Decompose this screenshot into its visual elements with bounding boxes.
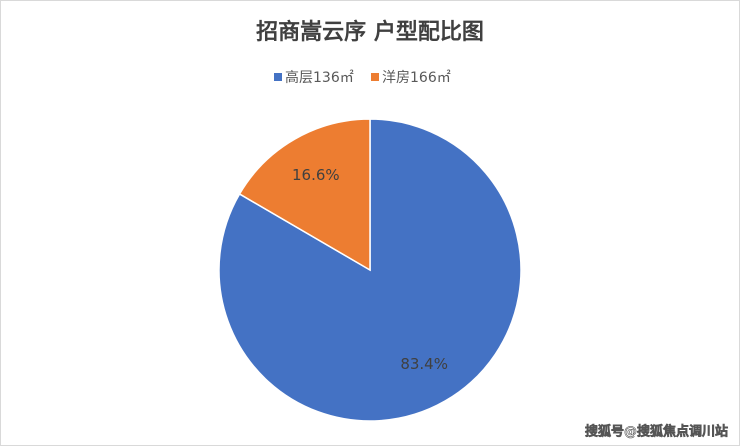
- data-label: 16.6%: [292, 166, 340, 184]
- chart-title: 招商嵩云序 户型配比图: [256, 19, 484, 45]
- legend-swatch: [371, 73, 379, 81]
- legend-swatch: [274, 73, 282, 81]
- watermark: 搜狐号@搜狐焦点调川站: [585, 424, 728, 440]
- legend-label: 洋房166㎡: [382, 70, 451, 86]
- data-label: 83.4%: [400, 355, 448, 373]
- legend-label: 高层136㎡: [285, 69, 354, 86]
- pie-slice: [238, 118, 371, 272]
